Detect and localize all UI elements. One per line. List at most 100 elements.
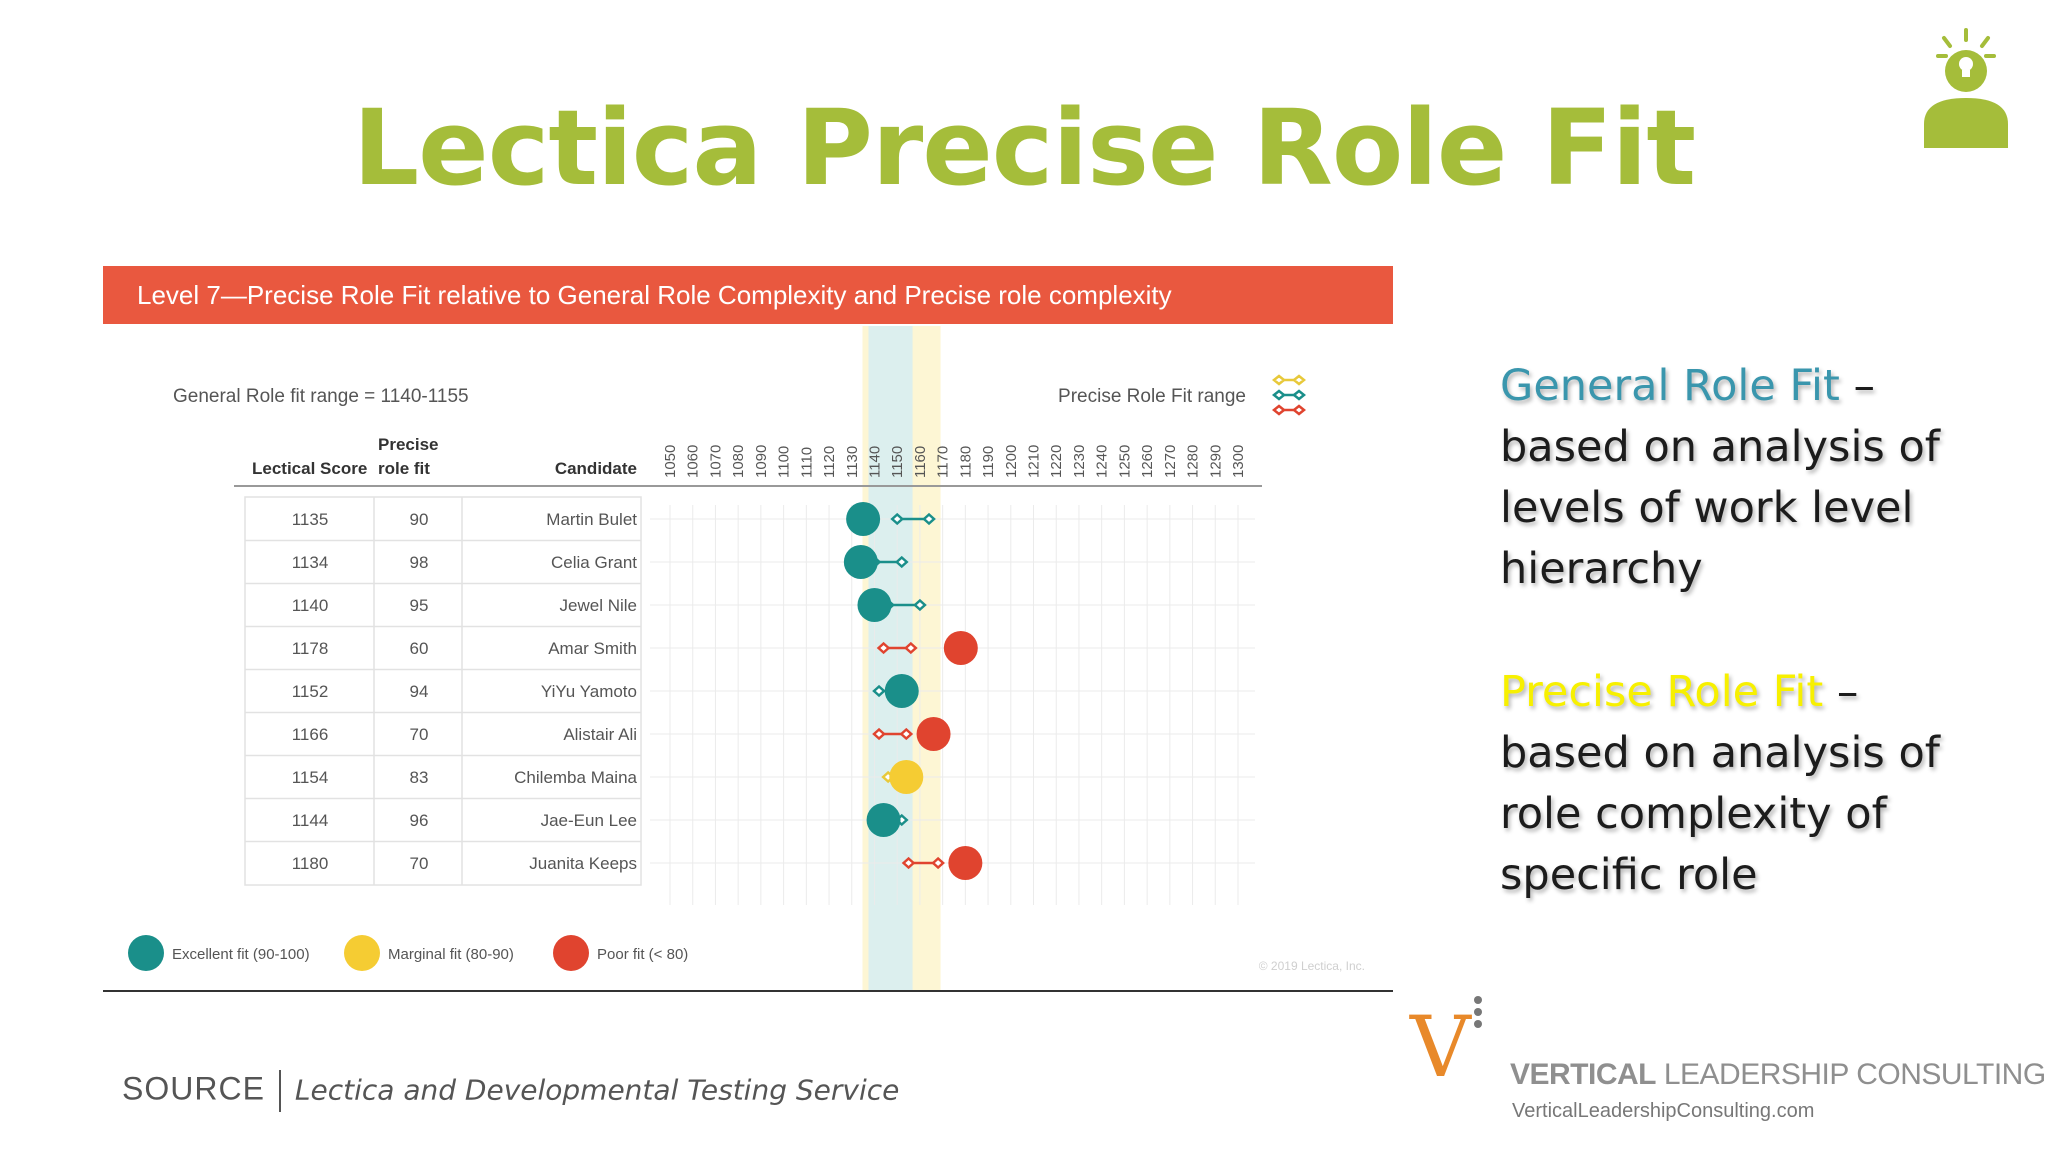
x-tick-label: 1160: [912, 446, 929, 478]
row-candidate: YiYu Yamoto: [541, 682, 637, 701]
precise-range-end-marker: [931, 856, 945, 870]
chart-copyright: © 2019 Lectica, Inc.: [1259, 959, 1365, 973]
row-candidate: Jae-Eun Lee: [541, 811, 637, 830]
chart-bottom-rule: [103, 990, 1393, 992]
column-header-fit-bottom: role fit: [378, 459, 430, 478]
x-tick-label: 1250: [1116, 445, 1133, 478]
x-tick-label: 1080: [730, 445, 747, 478]
x-tick-label: 1260: [1139, 445, 1156, 478]
source-citation: SOURCE Lectica and Developmental Testing …: [122, 1070, 899, 1112]
row-score: 1144: [292, 811, 329, 830]
precise-range-start-marker: [890, 512, 905, 526]
score-point: [916, 717, 951, 751]
precise-range-end-marker: [899, 727, 914, 741]
score-point: [857, 588, 892, 622]
general-role-fit-line-3: hierarchy: [1500, 544, 1703, 594]
row-score: 1140: [292, 596, 329, 615]
source-divider: [278, 1070, 281, 1112]
x-tick-label: 1140: [866, 446, 883, 478]
x-tick-label: 1050: [662, 445, 679, 478]
column-header-candidate: Candidate: [555, 459, 637, 478]
x-tick-label: 1130: [844, 446, 861, 478]
x-tick-label: 1110: [798, 447, 815, 478]
row-score: 1134: [292, 553, 329, 572]
company-name: VERTICAL LEADERSHIP CONSULTING: [1510, 1058, 2046, 1092]
score-point: [866, 803, 901, 837]
row-candidate: Juanita Keeps: [529, 854, 637, 873]
idea-person-icon: [1924, 28, 2008, 148]
x-tick-label: 1280: [1185, 445, 1202, 478]
row-score: 1180: [292, 854, 329, 873]
precise-role-fit-line-3: specific role: [1500, 850, 1758, 900]
x-tick-label: 1210: [1026, 445, 1043, 478]
x-tick-label: 1120: [821, 446, 838, 478]
slide-title: Lectica Precise Role Fit: [352, 87, 1696, 209]
x-tick-label: 1100: [776, 446, 793, 478]
source-label: SOURCE: [122, 1070, 265, 1107]
row-candidate: Amar Smith: [548, 639, 637, 658]
x-tick-label: 1220: [1048, 445, 1065, 478]
row-score: 1152: [292, 682, 329, 701]
x-tick-label: 1200: [1003, 445, 1020, 478]
precise-range-end-marker: [894, 555, 909, 569]
row-candidate: Martin Bulet: [546, 510, 637, 529]
general-role-fit-term: General Role Fit: [1500, 361, 1840, 411]
company-name-rest: LEADERSHIP CONSULTING: [1656, 1058, 2046, 1091]
row-score: 1135: [292, 510, 329, 529]
company-url: VerticalLeadershipConsulting.com: [1512, 1100, 1815, 1122]
precise-role-fit-description: Precise Role Fit – based on analysis of …: [1500, 662, 2020, 906]
legend-marker-excellent: [128, 935, 164, 971]
chart-title-banner: Level 7—Precise Role Fit relative to Gen…: [103, 266, 1393, 324]
x-tick-label: 1230: [1071, 445, 1088, 478]
legend-marker-poor: [553, 935, 589, 971]
row-score: 1166: [292, 725, 329, 744]
precise-range-end-marker: [922, 512, 936, 526]
score-point: [846, 502, 881, 536]
precise-range-end-marker: [913, 598, 927, 612]
x-tick-label: 1180: [957, 446, 974, 478]
score-point: [948, 846, 983, 880]
row-fit: 70: [410, 725, 429, 744]
data-table-box: [244, 496, 642, 886]
row-fit: 90: [410, 510, 429, 529]
row-fit: 98: [410, 553, 429, 572]
precise-range-start-marker: [872, 684, 886, 698]
column-header-fit-top: Precise: [378, 435, 439, 454]
row-fit: 83: [410, 768, 429, 787]
row-fit: 96: [410, 811, 429, 830]
legend-marker-marginal: [344, 935, 380, 971]
x-tick-label: 1290: [1207, 445, 1224, 478]
company-logo: V: [1409, 996, 1482, 1092]
row-candidate: Chilemba Maina: [514, 768, 637, 787]
score-point: [889, 760, 924, 794]
column-header-score: Lectical Score: [252, 459, 367, 478]
general-role-fit-description: General Role Fit – based on analysis of …: [1500, 356, 2020, 600]
row-fit: 94: [410, 682, 429, 701]
x-tick-label: 1070: [707, 445, 724, 478]
precise-range-legend-label: Precise Role Fit range: [1058, 386, 1246, 407]
precise-range-start-marker: [876, 641, 891, 655]
precise-range-start-marker: [872, 727, 886, 741]
x-tick-label: 1270: [1162, 445, 1179, 478]
x-tick-label: 1150: [889, 446, 906, 478]
general-role-fit-line-1: based on analysis of: [1500, 422, 1940, 472]
row-fit: 70: [410, 854, 429, 873]
precise-range-start-marker: [901, 856, 916, 870]
x-tick-label: 1090: [753, 445, 770, 478]
row-fit: 60: [410, 639, 429, 658]
precise-role-fit-dash: –: [1823, 667, 1859, 717]
row-candidate: Jewel Nile: [560, 596, 637, 615]
row-candidate: Celia Grant: [551, 553, 637, 572]
legend-label-poor: Poor fit (< 80): [597, 946, 688, 963]
precise-role-fit-line-1: based on analysis of: [1500, 728, 1940, 778]
general-role-fit-dash: –: [1839, 361, 1876, 411]
logo-letter: V: [1409, 998, 1472, 1092]
legend-label-excellent: Excellent fit (90-100): [172, 946, 310, 963]
precise-role-fit-term: Precise Role Fit: [1500, 667, 1824, 717]
general-role-fit-line-2: levels of work level: [1500, 483, 1914, 533]
x-tick-label: 1240: [1094, 445, 1111, 478]
general-range-band: [868, 326, 913, 990]
score-point: [943, 631, 978, 665]
source-text: Lectica and Developmental Testing Servic…: [294, 1073, 900, 1107]
